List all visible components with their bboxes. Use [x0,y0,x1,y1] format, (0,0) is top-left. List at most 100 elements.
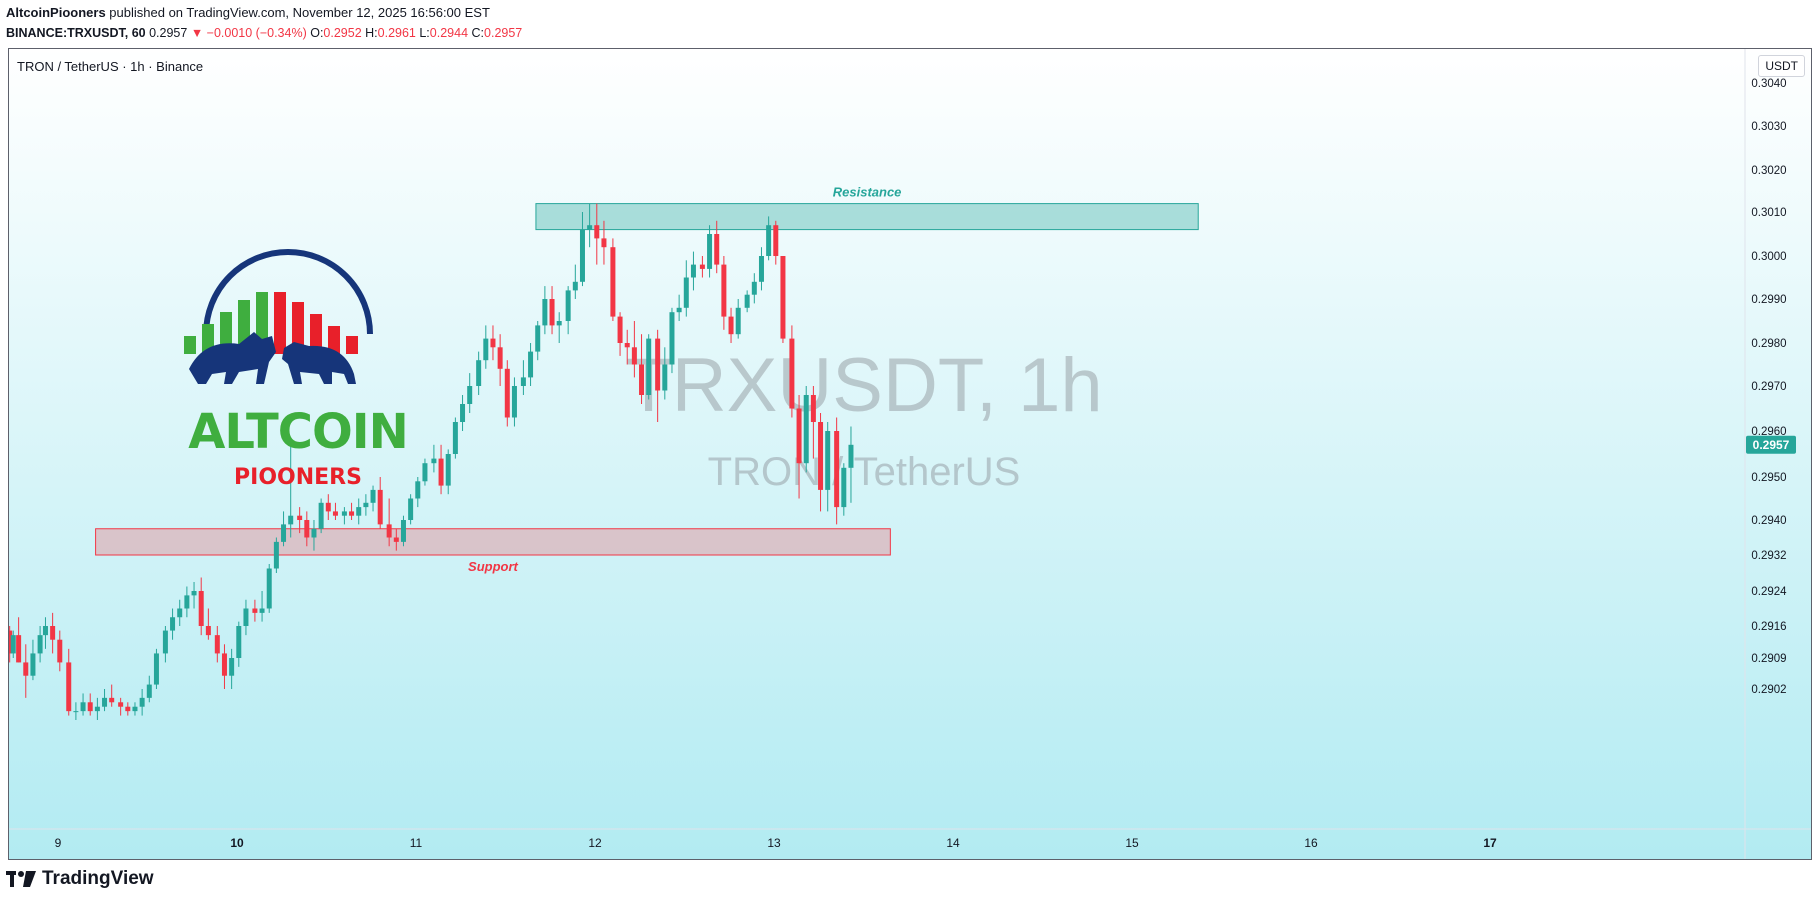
candle [780,256,786,343]
candle-body [780,256,786,339]
candle-body [744,294,750,308]
candle [601,220,607,265]
candle [497,334,503,386]
price-tick-label: 0.3020 [1751,165,1786,177]
candle [9,626,13,663]
candle [728,307,734,343]
candle-body [94,706,100,712]
candle-body [42,626,48,636]
candle-body [57,639,63,663]
candle [528,343,534,386]
candle [721,256,727,330]
candle-body [497,347,503,369]
candle-body [252,608,258,613]
candle-body [356,507,362,516]
candle [125,702,131,716]
candle [431,444,437,473]
candle-body [796,408,802,464]
price-tick-label: 0.2990 [1751,294,1786,306]
candle [796,395,802,499]
candle [803,386,809,473]
candle-body [370,489,376,503]
candle-body [810,395,816,422]
candle-body [735,307,741,335]
candle-body [639,364,645,395]
candle [288,440,294,538]
candle-body [773,225,779,256]
candle [825,422,831,512]
candle-body [415,481,421,499]
currency-unit[interactable]: USDT [1758,55,1805,77]
price-tick-label: 0.3030 [1751,121,1786,133]
candle [266,564,272,613]
candle-body [191,591,197,596]
candle [460,395,466,431]
candle [841,463,847,516]
candle-body [109,697,115,703]
candle [646,334,652,400]
candle-body [349,511,355,516]
candle [714,220,720,274]
candle-body [714,234,720,265]
candle-body [556,321,562,326]
candle-body [789,338,795,409]
candle [205,608,211,640]
candle [415,477,421,508]
candle-body [848,444,854,468]
candle-body [37,635,43,654]
candle [773,220,779,265]
candle-body [236,626,242,658]
support-label: Support [468,559,518,574]
logo-subwordmark: PIOONERS [234,465,362,490]
candle-body [332,511,338,516]
candle [281,511,287,547]
candle [818,413,824,512]
candle-body [690,264,696,278]
candle [170,608,176,640]
time-tick-label: 15 [1125,836,1139,850]
candle [549,286,555,335]
candle [707,225,713,278]
tradingview-brand[interactable]: TradingView [6,868,154,890]
candle [400,515,406,547]
candle-body [393,537,399,542]
candle-body [304,520,310,538]
candle [66,648,72,716]
candle [304,511,310,547]
candle-body [146,684,152,698]
candle-body [281,524,287,542]
chart-title: TRON / TetherUS · 1h · Binance [17,59,204,74]
candle [744,290,750,313]
last-price-label: 0.2957 [1753,438,1790,452]
price-tick-label: 0.3000 [1751,251,1786,263]
time-tick-label: 13 [767,836,781,850]
candle-body [587,225,593,230]
candle-body [662,364,668,391]
candle-body [259,608,265,613]
chart-frame[interactable]: TRXUSDT, 1h TRON / TetherUS Resistance Su… [8,48,1812,860]
candle-body [30,653,36,676]
candle [683,260,689,317]
candle [109,684,115,707]
candle [766,216,772,261]
open-value: 0.2952 [323,26,362,40]
candle-body [73,711,79,713]
author-name[interactable]: AltcoinPiooners [6,5,106,20]
candle [198,577,204,636]
candle-body [535,325,541,352]
watermark-title: TRXUSDT, 1h [625,343,1102,428]
candle [132,702,138,716]
time-tick-label: 10 [230,836,244,850]
candle [162,626,168,663]
candle-body [834,431,840,508]
candle-body [422,463,428,482]
candle-body [205,626,211,636]
candle [422,458,428,486]
candle [520,360,526,395]
candle [789,325,795,418]
price-chart[interactable]: TRXUSDT, 1h TRON / TetherUS Resistance Su… [9,49,1812,860]
candle-body [452,422,458,454]
candle-body [153,653,159,685]
candle [610,238,616,321]
time-tick-label: 12 [588,836,602,850]
